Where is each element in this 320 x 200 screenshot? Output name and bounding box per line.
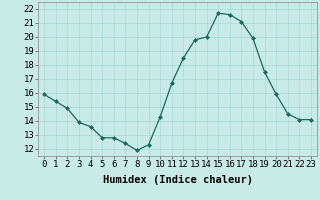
- X-axis label: Humidex (Indice chaleur): Humidex (Indice chaleur): [103, 175, 252, 185]
